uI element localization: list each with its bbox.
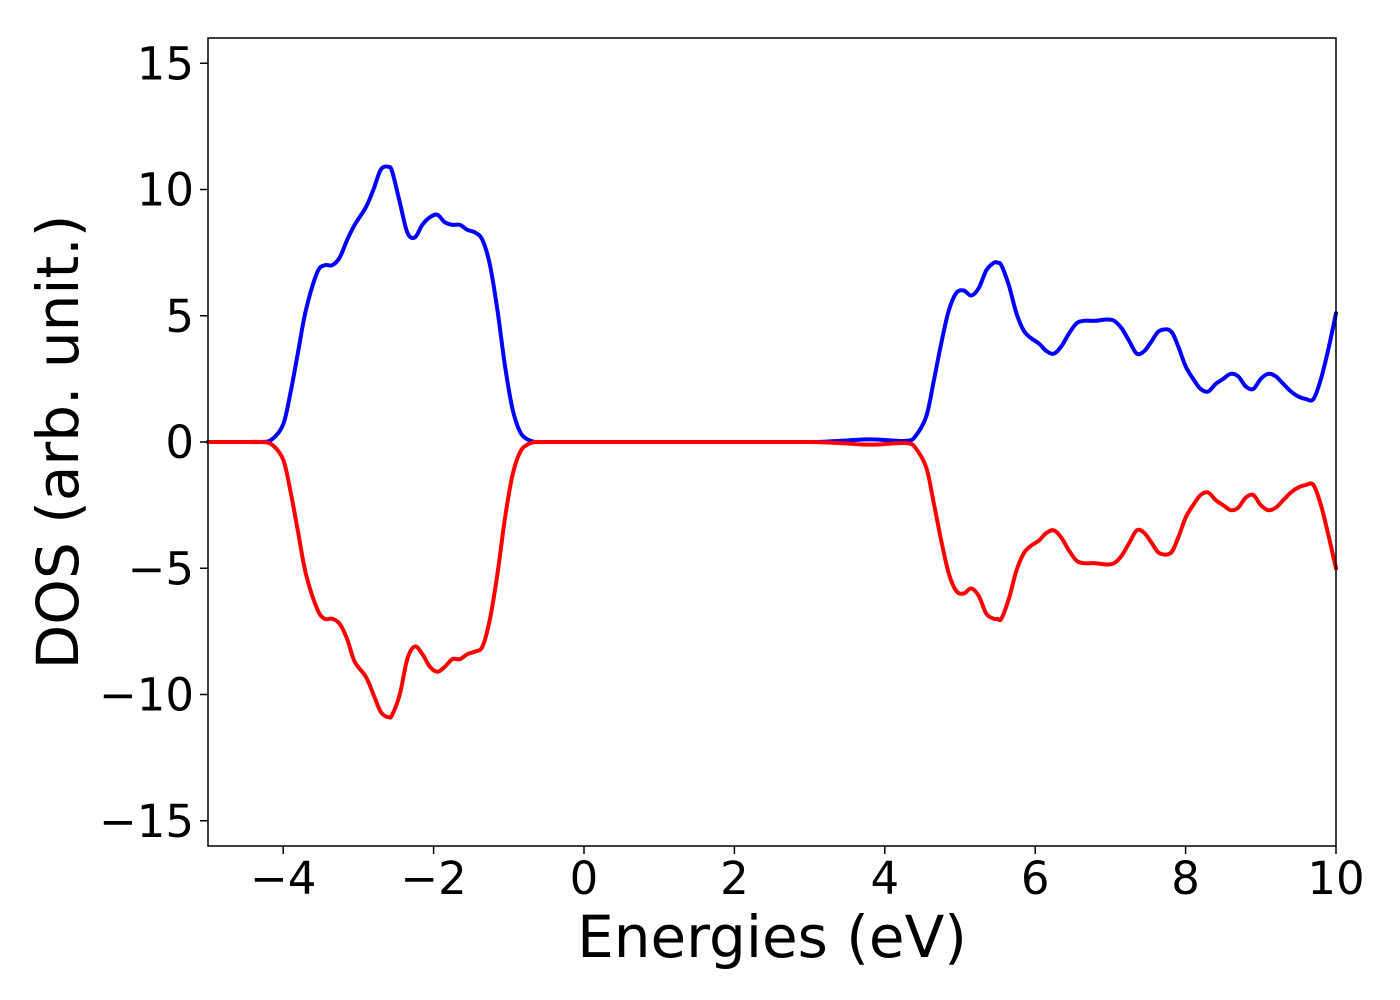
y-tick-label: 10 [137,164,194,217]
y-tick-label: −5 [128,542,194,595]
y-tick-label: 15 [137,37,194,90]
x-tick-label: 2 [720,852,749,905]
y-tick-label: −10 [99,669,194,722]
y-axis-label: DOS (arb. unit.) [24,215,92,670]
x-tick-label: −4 [250,852,316,905]
x-tick-label: 10 [1307,852,1364,905]
x-tick-label: 8 [1171,852,1200,905]
series-line-2 [206,439,1338,720]
ticks-layer: −4 −2 0 2 4 6 8 10 15 10 5 0 −5 −10 −15 [99,37,1365,905]
series-line-1 [206,164,1338,445]
x-tick-label: 6 [1021,852,1050,905]
series-layer [206,164,1338,720]
y-tick-label: 5 [165,290,194,343]
y-tick-label: 0 [165,416,194,469]
x-axis-label: Energies (eV) [577,903,967,971]
x-tick-label: 0 [570,852,599,905]
x-tick-label: 4 [870,852,899,905]
y-tick-label: −15 [99,795,194,848]
x-tick-label: −2 [400,852,466,905]
